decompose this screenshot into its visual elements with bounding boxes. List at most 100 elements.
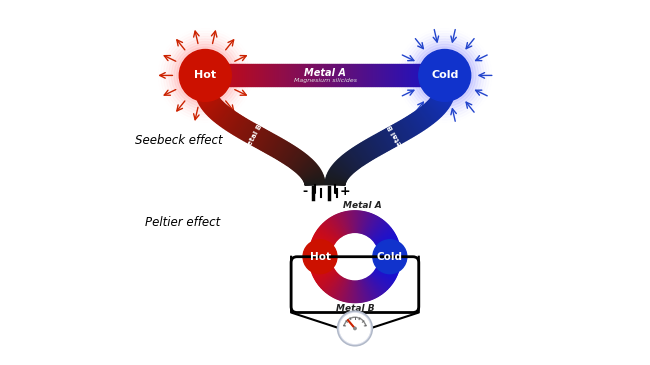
Polygon shape	[331, 217, 343, 237]
Polygon shape	[425, 65, 427, 87]
Polygon shape	[362, 279, 370, 300]
Text: Seebeck effect: Seebeck effect	[135, 134, 223, 147]
Polygon shape	[343, 280, 349, 301]
Polygon shape	[343, 212, 349, 234]
Polygon shape	[378, 247, 400, 252]
Polygon shape	[354, 281, 355, 303]
Polygon shape	[309, 251, 331, 254]
Polygon shape	[343, 212, 349, 234]
Polygon shape	[356, 145, 369, 163]
Polygon shape	[375, 65, 377, 87]
Polygon shape	[357, 211, 359, 233]
Polygon shape	[370, 137, 382, 155]
Polygon shape	[332, 277, 343, 297]
Polygon shape	[335, 162, 350, 177]
Polygon shape	[280, 144, 292, 162]
Polygon shape	[257, 65, 259, 87]
Polygon shape	[304, 171, 322, 181]
Polygon shape	[352, 281, 354, 303]
Polygon shape	[333, 216, 344, 235]
Polygon shape	[353, 211, 354, 233]
Polygon shape	[435, 65, 437, 87]
Polygon shape	[377, 239, 398, 248]
Polygon shape	[328, 219, 341, 238]
Polygon shape	[360, 280, 365, 301]
Polygon shape	[435, 85, 455, 88]
Polygon shape	[354, 211, 355, 233]
Polygon shape	[199, 94, 217, 105]
Polygon shape	[434, 93, 452, 103]
Polygon shape	[419, 108, 433, 124]
Polygon shape	[357, 65, 359, 87]
Polygon shape	[398, 122, 410, 140]
Polygon shape	[372, 272, 389, 288]
Polygon shape	[309, 65, 311, 87]
Polygon shape	[309, 249, 332, 253]
Polygon shape	[321, 273, 338, 288]
Polygon shape	[233, 65, 235, 87]
Polygon shape	[272, 139, 284, 157]
Polygon shape	[379, 132, 391, 150]
Polygon shape	[365, 215, 375, 235]
Polygon shape	[361, 280, 367, 301]
Polygon shape	[244, 123, 255, 142]
Polygon shape	[378, 248, 400, 253]
Polygon shape	[205, 99, 220, 113]
Polygon shape	[365, 278, 374, 299]
Polygon shape	[327, 276, 341, 293]
Polygon shape	[313, 266, 333, 276]
Polygon shape	[404, 118, 416, 136]
Polygon shape	[376, 237, 397, 247]
Polygon shape	[336, 215, 346, 235]
Polygon shape	[371, 65, 373, 87]
Polygon shape	[195, 89, 215, 92]
Polygon shape	[379, 252, 400, 255]
Polygon shape	[237, 65, 239, 87]
Polygon shape	[234, 118, 246, 136]
Polygon shape	[368, 276, 381, 295]
Polygon shape	[343, 280, 349, 301]
Polygon shape	[316, 269, 335, 282]
Circle shape	[340, 314, 370, 343]
Polygon shape	[309, 256, 331, 257]
Polygon shape	[311, 242, 332, 250]
Polygon shape	[304, 176, 324, 183]
Polygon shape	[365, 215, 374, 235]
Polygon shape	[376, 267, 396, 277]
Polygon shape	[315, 234, 334, 245]
Polygon shape	[352, 211, 354, 233]
Polygon shape	[399, 65, 401, 87]
Polygon shape	[356, 211, 357, 233]
Polygon shape	[233, 117, 244, 135]
Polygon shape	[378, 242, 398, 249]
Polygon shape	[429, 65, 431, 87]
Polygon shape	[359, 65, 361, 87]
Polygon shape	[221, 65, 223, 87]
Polygon shape	[271, 138, 283, 157]
Polygon shape	[310, 261, 332, 267]
Polygon shape	[374, 270, 393, 284]
Polygon shape	[435, 89, 454, 93]
Polygon shape	[333, 278, 344, 297]
Polygon shape	[310, 246, 332, 251]
Circle shape	[339, 312, 371, 345]
Polygon shape	[427, 65, 429, 87]
Polygon shape	[407, 65, 409, 87]
Polygon shape	[309, 260, 332, 263]
Polygon shape	[237, 120, 249, 138]
Polygon shape	[211, 65, 213, 87]
Polygon shape	[253, 128, 264, 146]
Polygon shape	[379, 257, 401, 259]
Polygon shape	[296, 157, 311, 173]
Polygon shape	[339, 157, 354, 173]
Polygon shape	[310, 247, 332, 253]
Polygon shape	[313, 266, 333, 275]
Polygon shape	[361, 212, 367, 234]
Polygon shape	[305, 182, 325, 185]
Polygon shape	[293, 154, 307, 171]
Polygon shape	[365, 278, 375, 298]
Polygon shape	[378, 246, 400, 252]
Polygon shape	[342, 155, 356, 172]
Polygon shape	[374, 271, 391, 285]
Polygon shape	[433, 65, 435, 87]
